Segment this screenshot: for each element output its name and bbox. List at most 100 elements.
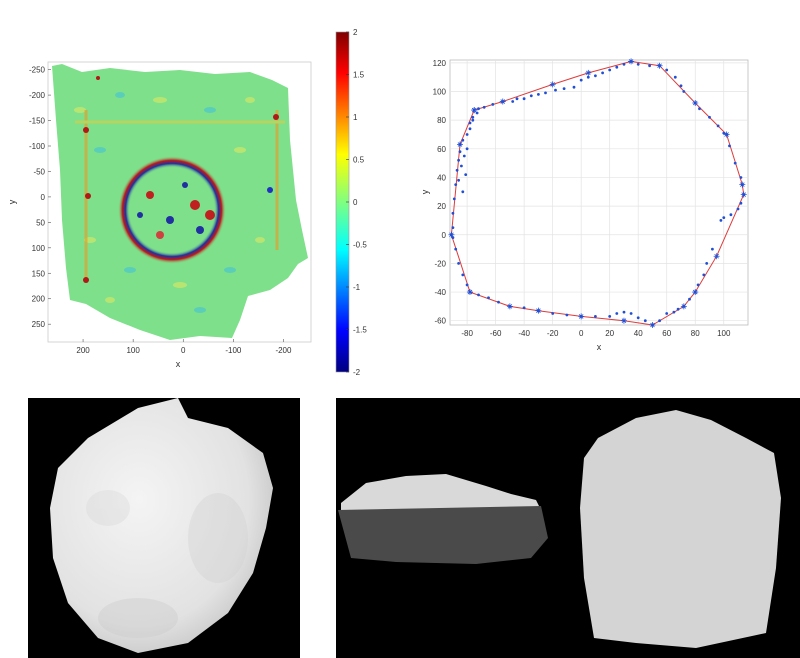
scatter-x-tick-label: 40 [634,329,643,338]
render-side-views [336,398,800,658]
heatmap-y-tick-label: -150 [29,117,46,126]
scatter-hull-vertex [585,69,592,76]
scatter-x-tick-label: 60 [662,329,671,338]
scatter-point [643,319,647,323]
scatter-point [471,118,475,122]
heatmap-y-tick-label: 0 [41,193,46,202]
scatter-point [544,91,547,95]
colorbar-tick-label: 1 [353,113,358,122]
scatter-hull-vertex [723,131,730,138]
scatter-point [676,307,680,311]
scatter-point [457,262,460,265]
scatter-point [468,121,472,125]
render-slab-front [338,506,548,564]
scatter-point [673,75,677,79]
scatter-x-tick-label: -20 [547,329,559,338]
scatter-point [579,78,583,82]
scatter-point [457,158,460,162]
scatter-point [497,300,500,304]
scatter-hull-vertex [620,317,627,324]
scatter-hull-vertex [740,191,747,198]
scatter-point [586,75,590,79]
colorbar-tick-label: -2 [353,368,361,377]
scatter-point [648,64,651,68]
scatter-point [636,62,640,66]
scatter-point [461,138,465,142]
scatter-hull-vertex [739,181,746,188]
scatter-point [515,97,519,101]
scatter-point [739,201,743,205]
heatmap-y-tick-label: -50 [33,167,45,176]
scatter-point [636,316,640,320]
heatmap-edge-marks [83,76,279,283]
scatter-point [629,312,633,315]
scatter-point [452,197,456,201]
scatter-point [482,105,486,109]
scatter-axes-box [449,59,749,326]
scatter-y-tick-label: -60 [434,317,446,326]
scatter-point [491,103,495,106]
heatmap-y-ticks: -250 -200 -150 -100 -50 0 50 100 150 200 250 [29,66,51,329]
scatter-y-tick-label: 60 [437,145,446,154]
scatter-chart: -80 -60 -40 -20 0 20 40 60 80 100 120 100 80 60 40 20 0… [420,58,749,352]
scatter-x-ticks: -80 -60 -40 -20 0 20 40 60 80 100 [461,329,731,338]
scatter-point [658,319,661,323]
heatmap-x-tick-label: -100 [225,346,242,355]
scatter-point [562,87,566,90]
scatter-point [729,213,733,217]
colorbar-tick-label: -0.5 [353,241,367,250]
scatter-point [565,313,569,317]
heatmap-y-tick-label: 250 [32,320,46,329]
scatter-point [615,65,619,69]
scatter-hull-vertex [649,322,656,328]
heatmap-x-tick-label: 0 [181,346,186,355]
scatter-hull-vertex [506,303,513,310]
scatter-x-tick-label: 20 [605,329,614,338]
scatter-point [739,176,743,179]
colorbar-tick-label: 0 [353,198,358,207]
scatter-point [465,133,469,136]
scatter-hull-vertex [549,81,556,88]
heatmap-y-tick-label: 100 [32,244,46,253]
heatmap-x-ticks: 200 100 0 -100 -200 [76,339,292,355]
scatter-hull-vertex [456,141,463,148]
colorbar-tick-label: 1.5 [353,71,365,80]
scatter-point [522,306,526,310]
scatter-point [454,247,458,251]
scatter-point [451,236,455,240]
scatter-hull-vertex [692,289,699,296]
scatter-hull-vertex [471,107,478,114]
heatmap-x-tick-label: 200 [76,346,90,355]
scatter-point [465,283,469,287]
scatter-point [608,68,612,72]
scatter-point [477,293,480,297]
scatter-hull-vertex [692,99,699,106]
scatter-point [688,297,691,301]
render-blob [50,398,273,653]
scatter-point [572,85,576,89]
scatter-x-tick-label: 0 [579,329,584,338]
scatter-point [622,310,626,314]
scatter-y-tick-label: 120 [433,59,447,68]
scatter-point [719,219,723,222]
heatmap-y-label: y [7,199,17,204]
scatter-point [464,173,468,177]
scatter-point [601,71,604,75]
scatter-y-tick-label: 80 [437,116,446,125]
render-slab-top [341,474,541,510]
scatter-point [511,100,515,103]
colorbar-ticks: 2 1.5 1 0.5 0 -0.5 -1 -1.5 -2 [346,28,367,377]
scatter-point [465,147,469,151]
scatter-hull-vertex [578,313,585,320]
scatter-hull-vertex [466,289,473,296]
scatter-point [708,115,711,119]
scatter-point [698,107,701,111]
scatter-hull-vertex [713,253,720,260]
scatter-point [679,84,683,88]
heatmap-x-tick-label: -200 [275,346,292,355]
heatmap-x-label: x [176,359,181,369]
scatter-point [487,296,490,300]
scatter-grid [450,60,748,325]
heatmap-speckles [74,92,265,313]
heatmap-disc [118,156,226,264]
